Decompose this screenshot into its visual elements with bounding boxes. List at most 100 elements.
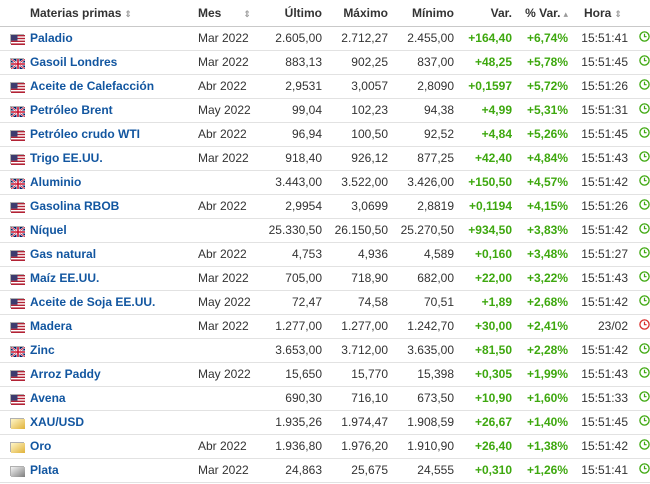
month-cell: Mar 2022 (198, 55, 249, 69)
table-row[interactable]: Madera Mar 2022 1.277,00 1.277,00 1.242,70 +3… (0, 314, 650, 338)
last-cell: 15,650 (285, 367, 322, 381)
header-change[interactable]: Var. (458, 0, 516, 26)
commodity-link[interactable]: Arroz Paddy (30, 367, 101, 381)
commodity-link[interactable]: Petróleo Brent (30, 103, 113, 117)
table-row[interactable]: Maíz EE.UU. Mar 2022 705,00 718,90 682,00 +22… (0, 266, 650, 290)
last-cell: 1.935,26 (275, 415, 322, 429)
low-cell: 837,00 (417, 55, 454, 69)
table-row[interactable]: Arroz Paddy May 2022 15,650 15,770 15,398 +0,… (0, 362, 650, 386)
month-cell: Abr 2022 (198, 199, 247, 213)
table-row[interactable]: Plata Mar 2022 24,863 25,675 24,555 +0,310 +1,… (0, 458, 650, 482)
flag-cell (0, 386, 26, 410)
commodity-link[interactable]: XAU/USD (30, 415, 85, 429)
table-row[interactable]: Oro Abr 2022 1.936,80 1.976,20 1.910,90 +26,4… (0, 434, 650, 458)
flag-cell (0, 314, 26, 338)
change-cell: +10,90 (474, 391, 512, 405)
commodity-link[interactable]: Trigo EE.UU. (30, 151, 103, 165)
us-flag-icon (10, 33, 25, 45)
change-cell: +26,40 (474, 439, 512, 453)
month-cell: Abr 2022 (198, 439, 247, 453)
header-change-pct[interactable]: % Var. ▴ (516, 0, 572, 26)
time-cell: 15:51:41 (581, 463, 628, 477)
high-cell: 3.712,00 (341, 343, 388, 357)
table-header-row: Materias primas ⇕ Mes ⇕ Último Máximo Míni… (0, 0, 650, 26)
commodity-link[interactable]: Maíz EE.UU. (30, 271, 100, 285)
change-cell: +4,84 (481, 127, 512, 141)
last-cell: 883,13 (285, 55, 322, 69)
change-pct-cell: +1,40% (526, 415, 568, 429)
flag-cell (0, 290, 26, 314)
header-last[interactable]: Último (258, 0, 326, 26)
commodity-link[interactable]: Paladio (30, 31, 73, 45)
table-row[interactable]: Gas natural Abr 2022 4,753 4,936 4,589 +0,160… (0, 242, 650, 266)
low-cell: 3.426,00 (407, 175, 454, 189)
table-row[interactable]: Petróleo Brent May 2022 99,04 102,23 94,38 +4… (0, 98, 650, 122)
table-row[interactable]: Aluminio 3.443,00 3.522,00 3.426,00 +150,50 +… (0, 170, 650, 194)
clock-cell (632, 290, 650, 314)
commodity-link[interactable]: Aceite de Calefacción (30, 79, 155, 93)
header-name-label: Materias primas (30, 5, 122, 20)
high-cell: 100,50 (351, 127, 388, 141)
sort-icon: ⇕ (124, 8, 132, 19)
header-time[interactable]: Hora ⇕ (572, 0, 632, 26)
commodity-link[interactable]: Plata (30, 463, 59, 477)
change-cell: +26,67 (474, 415, 512, 429)
header-month[interactable]: Mes ⇕ (194, 0, 258, 26)
clock-cell (632, 386, 650, 410)
time-cell: 15:51:42 (581, 439, 628, 453)
commodity-link[interactable]: Gasoil Londres (30, 55, 118, 69)
table-row[interactable]: Zinc 3.653,00 3.712,00 3.635,00 +81,50 +2,28%… (0, 338, 650, 362)
header-name[interactable]: Materias primas ⇕ (26, 0, 194, 26)
commodity-link[interactable]: Aluminio (30, 175, 82, 189)
table-row[interactable]: Níquel 25.330,50 26.150,50 25.270,50 +934,50… (0, 218, 650, 242)
month-cell: May 2022 (198, 295, 251, 309)
table-row[interactable]: Gasoil Londres Mar 2022 883,13 902,25 837,00… (0, 50, 650, 74)
month-cell: Mar 2022 (198, 463, 249, 477)
header-clock (632, 0, 650, 26)
uk-flag-icon (10, 225, 25, 237)
month-cell: Mar 2022 (198, 31, 249, 45)
table-row[interactable]: Petróleo crudo WTI Abr 2022 96,94 100,50 92,… (0, 122, 650, 146)
low-cell: 94,38 (423, 103, 454, 117)
commodity-link[interactable]: Madera (30, 319, 73, 333)
flag-cell (0, 146, 26, 170)
clock-cell (632, 266, 650, 290)
table-row[interactable]: Paladio Mar 2022 2.605,00 2.712,27 2.455,00 +… (0, 26, 650, 50)
commodity-link[interactable]: Zinc (30, 343, 55, 357)
table-row[interactable]: Gasolina RBOB Abr 2022 2,9954 3,0699 2,8819 +… (0, 194, 650, 218)
commodity-link[interactable]: Oro (30, 439, 52, 453)
month-cell: Abr 2022 (198, 247, 247, 261)
commodity-link[interactable]: Aceite de Soja EE.UU. (30, 295, 156, 309)
clock-cell (632, 362, 650, 386)
name-cell: Aceite de Soja EE.UU. (26, 290, 194, 314)
commodity-link[interactable]: Níquel (30, 223, 67, 237)
header-low[interactable]: Mínimo (392, 0, 458, 26)
low-cell: 682,00 (417, 271, 454, 285)
change-pct-cell: +1,26% (526, 463, 568, 477)
high-cell: 1.277,00 (341, 319, 388, 333)
table-row[interactable]: Avena 690,30 716,10 673,50 +10,90 +1,60% 15:51… (0, 386, 650, 410)
flag-cell (0, 170, 26, 194)
high-cell: 25,675 (351, 463, 388, 477)
header-flag (0, 0, 26, 26)
last-cell: 705,00 (285, 271, 322, 285)
header-month-label: Mes (198, 5, 222, 20)
high-cell: 718,90 (351, 271, 388, 285)
commodity-link[interactable]: Avena (30, 391, 66, 405)
name-cell: Aluminio (26, 170, 194, 194)
clock-green-icon (638, 175, 650, 189)
sort-desc-icon: ▴ (563, 8, 568, 19)
table-row[interactable]: Aceite de Calefacción Abr 2022 2,9531 3,005… (0, 74, 650, 98)
table-row[interactable]: Aceite de Soja EE.UU. May 2022 72,47 74,58 7… (0, 290, 650, 314)
change-pct-cell: +2,41% (526, 319, 568, 333)
table-row[interactable]: Trigo EE.UU. Mar 2022 918,40 926,12 877,25 +4… (0, 146, 650, 170)
commodity-link[interactable]: Petróleo crudo WTI (30, 127, 141, 141)
header-high[interactable]: Máximo (326, 0, 392, 26)
table-row[interactable]: XAU/USD 1.935,26 1.974,47 1.908,59 +26,67 +1,… (0, 410, 650, 434)
commodity-link[interactable]: Gas natural (30, 247, 97, 261)
commodity-link[interactable]: Gasolina RBOB (30, 199, 120, 213)
clock-cell (632, 458, 650, 482)
last-cell: 4,753 (291, 247, 322, 261)
change-pct-cell: +6,74% (526, 31, 568, 45)
